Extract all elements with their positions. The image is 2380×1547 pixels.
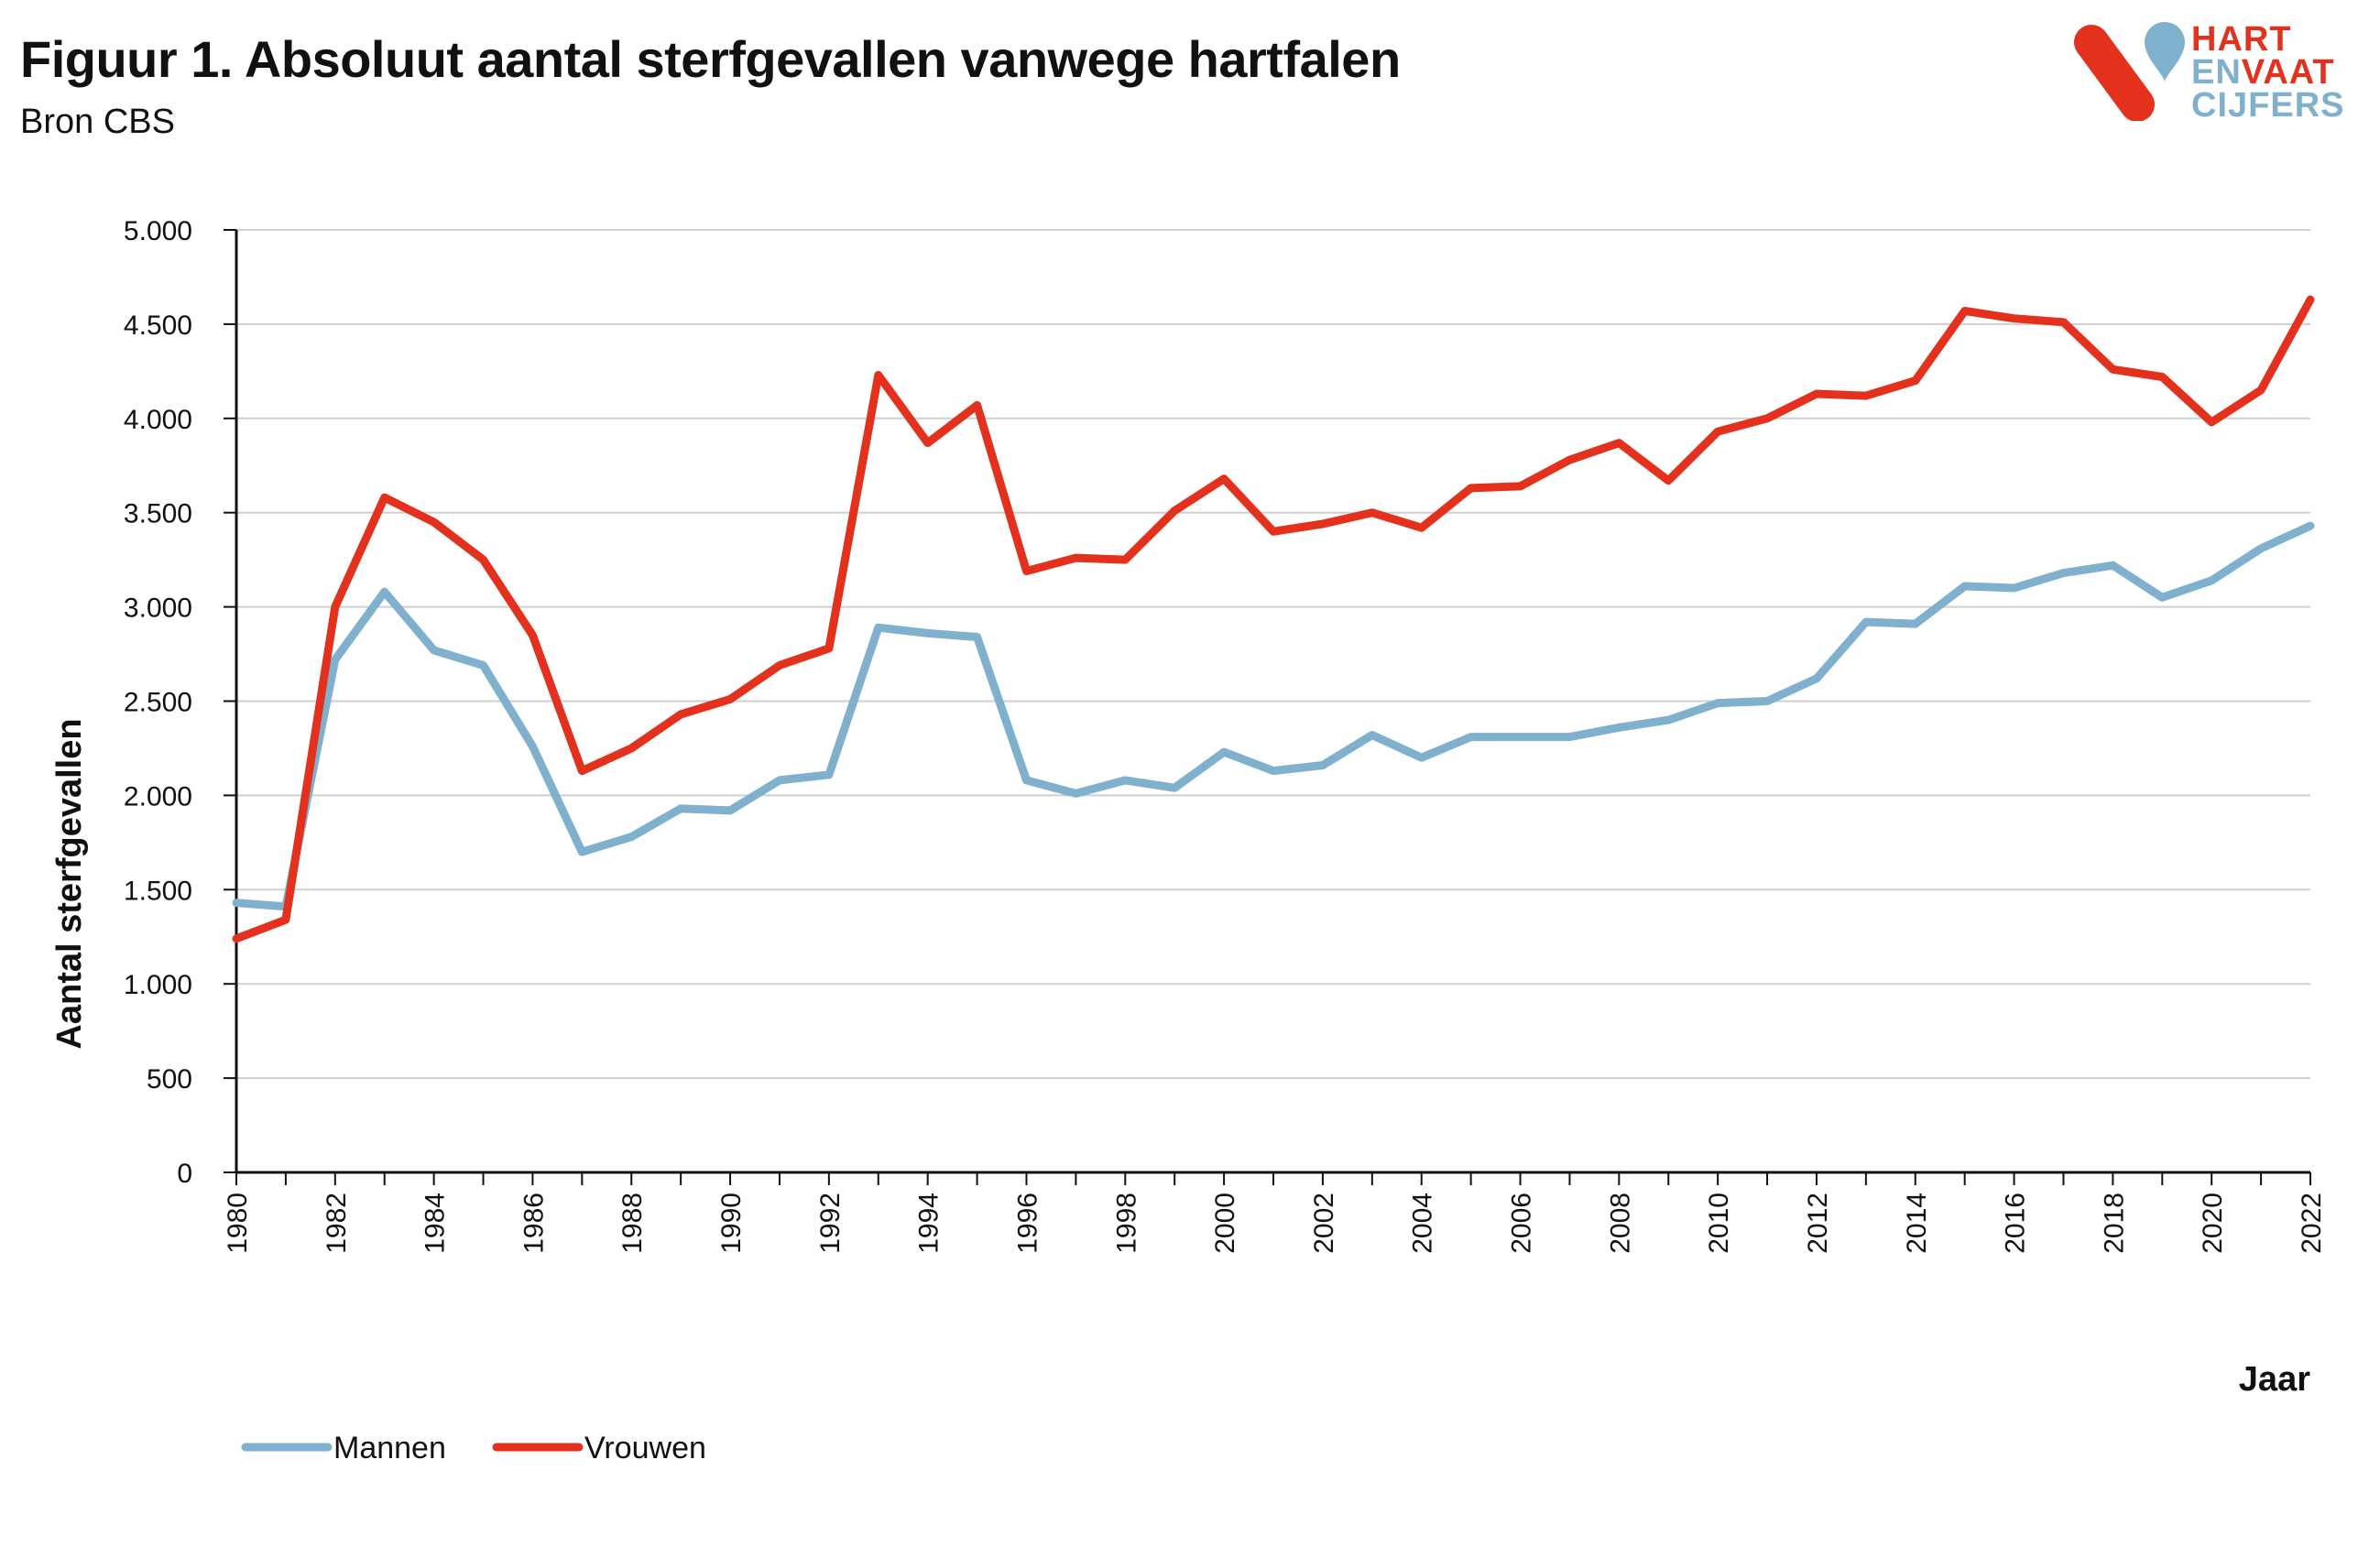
x-tick-label: 1988 <box>617 1193 648 1254</box>
y-tick-label: 4.000 <box>124 405 192 435</box>
x-tick-label: 1998 <box>1111 1193 1141 1254</box>
legend-label-vrouwen: Vrouwen <box>584 1431 706 1465</box>
x-tick-label: 2006 <box>1507 1193 1537 1254</box>
y-axis-ticks: 0 500 1.000 1.500 2.000 2.500 3.000 3.500 4.000 4… <box>124 216 236 1189</box>
y-tick-label: 0 <box>177 1159 192 1189</box>
x-axis-title: Jaar <box>2239 1360 2310 1399</box>
x-tick-label: 2002 <box>1309 1193 1339 1254</box>
x-axis-ticks: 1980 1982 1984 1986 1988 1990 1992 1994 1996 1998… <box>223 1172 2327 1254</box>
logo-mark-icon <box>2074 22 2185 121</box>
y-axis-title: Aantal sterfgevallen <box>50 718 89 1049</box>
chart-title: Figuur 1. Absoluut aantal sterfgevallen … <box>20 30 1401 88</box>
x-tick-label: 2008 <box>1605 1193 1635 1254</box>
series-lines <box>232 295 2315 943</box>
y-tick-label: 2.500 <box>124 688 192 718</box>
y-tick-label: 5.000 <box>124 216 192 246</box>
x-tick-label: 2000 <box>1210 1193 1240 1254</box>
y-tick-label: 1.000 <box>124 970 192 1000</box>
x-tick-label: 1986 <box>519 1193 549 1254</box>
y-tick-label: 3.500 <box>124 499 192 529</box>
y-tick-label: 2.000 <box>124 781 192 812</box>
x-tick-label: 2010 <box>1704 1193 1734 1254</box>
x-tick-label: 2016 <box>2001 1193 2031 1254</box>
x-tick-label: 2020 <box>2198 1193 2228 1254</box>
x-tick-label: 2018 <box>2099 1193 2129 1254</box>
x-tick-label: 1984 <box>420 1193 451 1254</box>
x-tick-label: 1982 <box>322 1193 352 1254</box>
series-line-vrouwen <box>232 295 2315 943</box>
hartenvaatcijfers-logo: HART ENVAAT CIJFERS <box>2066 20 2368 125</box>
legend-label-mannen: Mannen <box>333 1431 446 1465</box>
y-tick-label: 500 <box>147 1064 192 1095</box>
x-tick-label: 1980 <box>223 1193 253 1254</box>
x-tick-label: 1996 <box>1012 1193 1043 1254</box>
x-tick-label: 2004 <box>1408 1193 1438 1254</box>
x-tick-label: 2012 <box>1803 1193 1833 1254</box>
logo-text-line3: CIJFERS <box>2191 86 2345 125</box>
y-tick-label: 1.500 <box>124 876 192 906</box>
logo-text-en: EN <box>2191 53 2242 92</box>
logo-text-line1: HART <box>2191 20 2292 59</box>
legend: Mannen Vrouwen <box>241 1431 706 1465</box>
axes <box>235 230 2310 1174</box>
x-tick-label: 2014 <box>1902 1193 1932 1254</box>
logo-text-vaat: VAAT <box>2241 53 2335 92</box>
x-tick-label: 1990 <box>716 1193 747 1254</box>
y-tick-label: 4.500 <box>124 310 192 341</box>
y-tick-label: 3.000 <box>124 594 192 624</box>
series-line-mannen <box>232 521 2315 911</box>
gridlines <box>236 229 2310 1080</box>
x-tick-label: 2022 <box>2297 1193 2327 1254</box>
x-tick-label: 1992 <box>815 1193 846 1254</box>
chart-subtitle: Bron CBS <box>20 103 175 141</box>
x-tick-label: 1994 <box>914 1193 944 1254</box>
logo-text-line2: ENVAAT <box>2191 55 2335 90</box>
